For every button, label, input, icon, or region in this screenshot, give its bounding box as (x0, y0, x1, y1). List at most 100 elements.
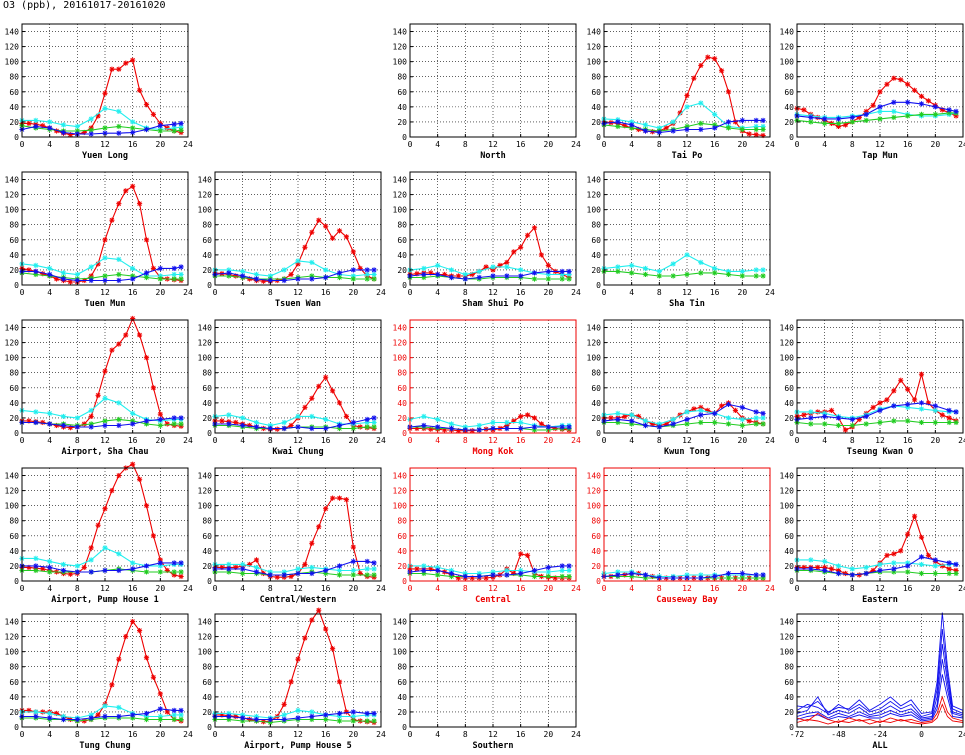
x-tick-label: 12 (488, 730, 498, 739)
x-tick-label: 16 (321, 584, 331, 593)
data-point-blue (760, 572, 766, 578)
y-tick-label: 120 (780, 339, 795, 348)
x-tick-label: 16 (321, 436, 331, 445)
data-point-blue (760, 410, 766, 417)
data-point-cyan (629, 262, 635, 269)
data-point-red (309, 229, 315, 235)
y-tick-label: 20 (9, 414, 19, 423)
data-point-green (891, 418, 897, 424)
data-point-red (842, 427, 849, 433)
y-tick-label: 120 (198, 633, 213, 642)
x-tick-label: 8 (268, 288, 273, 297)
data-point-blue (336, 563, 343, 569)
data-point-green (849, 119, 855, 125)
y-tick-label: 80 (9, 369, 19, 378)
data-point-blue (157, 123, 163, 129)
data-point-blue (946, 560, 952, 566)
panel-tuen-mun: 0 20 40 60 80 100 120 140 0 4 8 12 16 20 24 Tuen Mun (5, 171, 193, 309)
y-tick-label: 0 (14, 577, 19, 586)
data-point-blue (725, 119, 732, 125)
data-point-red (67, 279, 74, 285)
data-point-green (905, 418, 911, 424)
panel-title: Kwai Chung (272, 446, 323, 457)
data-point-red (329, 646, 336, 652)
data-point-blue (336, 422, 343, 429)
x-tick-label: 16 (710, 288, 720, 297)
x-tick-label: 24 (376, 288, 386, 297)
data-point-red (316, 607, 322, 613)
data-point-red (136, 627, 143, 634)
y-tick-label: 100 (198, 206, 213, 215)
y-tick-label: 120 (198, 191, 213, 200)
panel-mong-kok: 0 20 40 60 80 100 120 140 0 4 8 12 16 20 24 Mong Kok (393, 319, 581, 457)
x-tick-label: 8 (75, 288, 80, 297)
data-point-red (343, 497, 350, 503)
panel-title: Tsuen Wan (275, 299, 321, 309)
x-tick-label: 16 (710, 140, 720, 149)
data-point-blue (877, 407, 883, 413)
data-point-blue (808, 415, 814, 421)
data-point-red (531, 415, 538, 421)
data-point-blue (918, 101, 925, 107)
data-point-red (274, 426, 280, 432)
data-point-blue (267, 425, 273, 432)
data-point-blue (629, 570, 635, 577)
data-point-cyan (309, 413, 315, 420)
y-tick-label: 40 (397, 103, 407, 112)
data-point-cyan (323, 416, 329, 423)
x-tick-label: 24 (571, 584, 581, 593)
data-point-red (123, 332, 129, 338)
data-point-red (95, 712, 101, 718)
data-point-cyan (74, 563, 80, 569)
x-tick-label: 8 (463, 288, 468, 297)
data-point-blue (808, 114, 814, 121)
x-tick-label: 20 (349, 436, 359, 445)
data-point-cyan (253, 419, 260, 426)
x-tick-label: 20 (156, 288, 166, 297)
x-tick-label: 12 (100, 584, 110, 593)
data-point-blue (364, 558, 370, 565)
data-point-green (725, 271, 732, 278)
data-point-green (171, 276, 177, 282)
data-point-blue (863, 111, 869, 117)
series-line-red (22, 463, 182, 578)
data-point-blue (171, 121, 177, 127)
data-point-red (95, 392, 101, 398)
data-point-cyan (226, 561, 232, 568)
data-point-green (157, 569, 163, 575)
data-point-red (911, 513, 918, 519)
data-point-blue (615, 119, 621, 125)
panel-title: Causeway Bay (656, 595, 717, 605)
y-tick-label: 80 (591, 369, 601, 378)
x-tick-label: 12 (682, 140, 692, 149)
data-point-blue (74, 424, 80, 430)
data-point-red (905, 531, 911, 537)
data-point-red (898, 548, 904, 554)
data-point-green (435, 572, 441, 578)
data-point-cyan (891, 560, 897, 566)
data-point-blue (60, 716, 67, 723)
x-tick-label: 24 (376, 436, 386, 445)
data-point-red (911, 397, 918, 403)
x-tick-label: 8 (268, 730, 273, 739)
data-point-red (511, 249, 517, 255)
data-point-red (884, 397, 890, 403)
data-point-green (932, 419, 938, 426)
y-tick-label: 0 (402, 429, 407, 438)
y-tick-label: 40 (9, 693, 19, 702)
series-line-blue (796, 629, 964, 718)
data-point-cyan (74, 415, 80, 421)
data-point-cyan (760, 415, 766, 421)
y-tick-label: 100 (393, 502, 408, 511)
data-point-green (130, 125, 136, 131)
data-point-cyan (739, 268, 745, 275)
data-point-green (725, 125, 732, 131)
data-point-red (150, 533, 157, 539)
data-point-red (801, 107, 807, 113)
y-tick-label: 0 (596, 577, 601, 586)
y-tick-label: 100 (393, 206, 408, 215)
data-point-blue (435, 567, 441, 574)
data-point-red (88, 545, 94, 551)
data-point-blue (178, 264, 184, 270)
data-point-blue (946, 107, 952, 113)
